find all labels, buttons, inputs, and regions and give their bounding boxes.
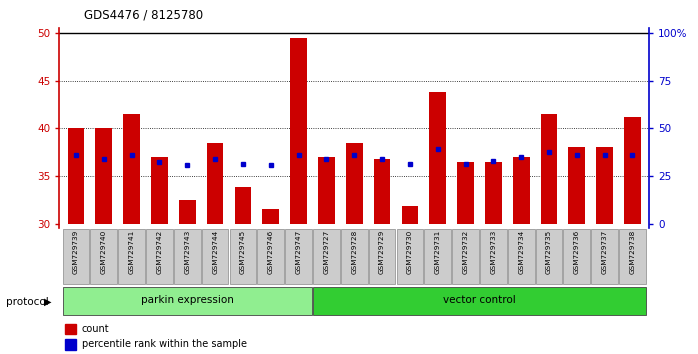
Bar bbox=[429, 92, 446, 224]
Text: GSM729735: GSM729735 bbox=[546, 230, 552, 274]
Bar bbox=[485, 162, 502, 224]
Text: ▶: ▶ bbox=[44, 297, 52, 307]
Bar bbox=[541, 114, 557, 224]
Text: GSM729734: GSM729734 bbox=[518, 230, 524, 274]
FancyBboxPatch shape bbox=[619, 229, 646, 284]
Text: GSM729728: GSM729728 bbox=[351, 230, 357, 274]
FancyBboxPatch shape bbox=[563, 229, 590, 284]
Bar bbox=[624, 117, 641, 224]
Bar bbox=[262, 209, 279, 224]
FancyBboxPatch shape bbox=[535, 229, 563, 284]
Bar bbox=[68, 129, 84, 224]
Text: GSM729738: GSM729738 bbox=[630, 230, 635, 274]
Bar bbox=[513, 157, 530, 224]
FancyBboxPatch shape bbox=[452, 229, 479, 284]
FancyBboxPatch shape bbox=[313, 287, 646, 315]
FancyBboxPatch shape bbox=[341, 229, 368, 284]
Text: vector control: vector control bbox=[443, 295, 516, 305]
Bar bbox=[207, 143, 223, 224]
Bar bbox=[179, 200, 195, 224]
Text: GSM729745: GSM729745 bbox=[240, 230, 246, 274]
FancyBboxPatch shape bbox=[118, 229, 145, 284]
Bar bbox=[318, 157, 335, 224]
FancyBboxPatch shape bbox=[230, 229, 256, 284]
FancyBboxPatch shape bbox=[258, 229, 284, 284]
Text: GSM729747: GSM729747 bbox=[295, 230, 302, 274]
Bar bbox=[65, 324, 76, 334]
Text: GSM729732: GSM729732 bbox=[463, 230, 468, 274]
Text: GSM729736: GSM729736 bbox=[574, 230, 580, 274]
Bar bbox=[151, 157, 168, 224]
FancyBboxPatch shape bbox=[63, 229, 89, 284]
Text: GSM729727: GSM729727 bbox=[323, 230, 329, 274]
Text: GSM729729: GSM729729 bbox=[379, 230, 385, 274]
Bar bbox=[346, 143, 362, 224]
Text: GSM729733: GSM729733 bbox=[490, 230, 496, 274]
Text: percentile rank within the sample: percentile rank within the sample bbox=[82, 339, 246, 349]
Text: GSM729740: GSM729740 bbox=[101, 230, 107, 274]
Text: GDS4476 / 8125780: GDS4476 / 8125780 bbox=[84, 9, 203, 22]
Bar bbox=[235, 187, 251, 224]
Text: GSM729731: GSM729731 bbox=[435, 230, 440, 274]
Bar bbox=[457, 162, 474, 224]
FancyBboxPatch shape bbox=[146, 229, 173, 284]
FancyBboxPatch shape bbox=[424, 229, 451, 284]
FancyBboxPatch shape bbox=[63, 287, 312, 315]
FancyBboxPatch shape bbox=[285, 229, 312, 284]
FancyBboxPatch shape bbox=[91, 229, 117, 284]
FancyBboxPatch shape bbox=[480, 229, 507, 284]
FancyBboxPatch shape bbox=[313, 229, 340, 284]
Bar bbox=[568, 147, 585, 224]
Text: GSM729746: GSM729746 bbox=[268, 230, 274, 274]
Bar bbox=[596, 147, 613, 224]
Text: GSM729742: GSM729742 bbox=[156, 230, 163, 274]
FancyBboxPatch shape bbox=[369, 229, 395, 284]
Text: GSM729744: GSM729744 bbox=[212, 230, 218, 274]
Text: protocol: protocol bbox=[6, 297, 48, 307]
FancyBboxPatch shape bbox=[174, 229, 200, 284]
Text: GSM729730: GSM729730 bbox=[407, 230, 413, 274]
Text: GSM729743: GSM729743 bbox=[184, 230, 191, 274]
Bar bbox=[65, 339, 76, 350]
FancyBboxPatch shape bbox=[591, 229, 618, 284]
Bar bbox=[401, 206, 418, 224]
Bar bbox=[290, 38, 307, 224]
Text: GSM729741: GSM729741 bbox=[128, 230, 135, 274]
Text: count: count bbox=[82, 324, 110, 334]
FancyBboxPatch shape bbox=[508, 229, 535, 284]
Text: GSM729739: GSM729739 bbox=[73, 230, 79, 274]
FancyBboxPatch shape bbox=[396, 229, 423, 284]
Text: GSM729737: GSM729737 bbox=[602, 230, 608, 274]
FancyBboxPatch shape bbox=[202, 229, 228, 284]
Bar bbox=[373, 159, 390, 224]
Bar bbox=[124, 114, 140, 224]
Bar bbox=[96, 129, 112, 224]
Text: parkin expression: parkin expression bbox=[141, 295, 234, 305]
